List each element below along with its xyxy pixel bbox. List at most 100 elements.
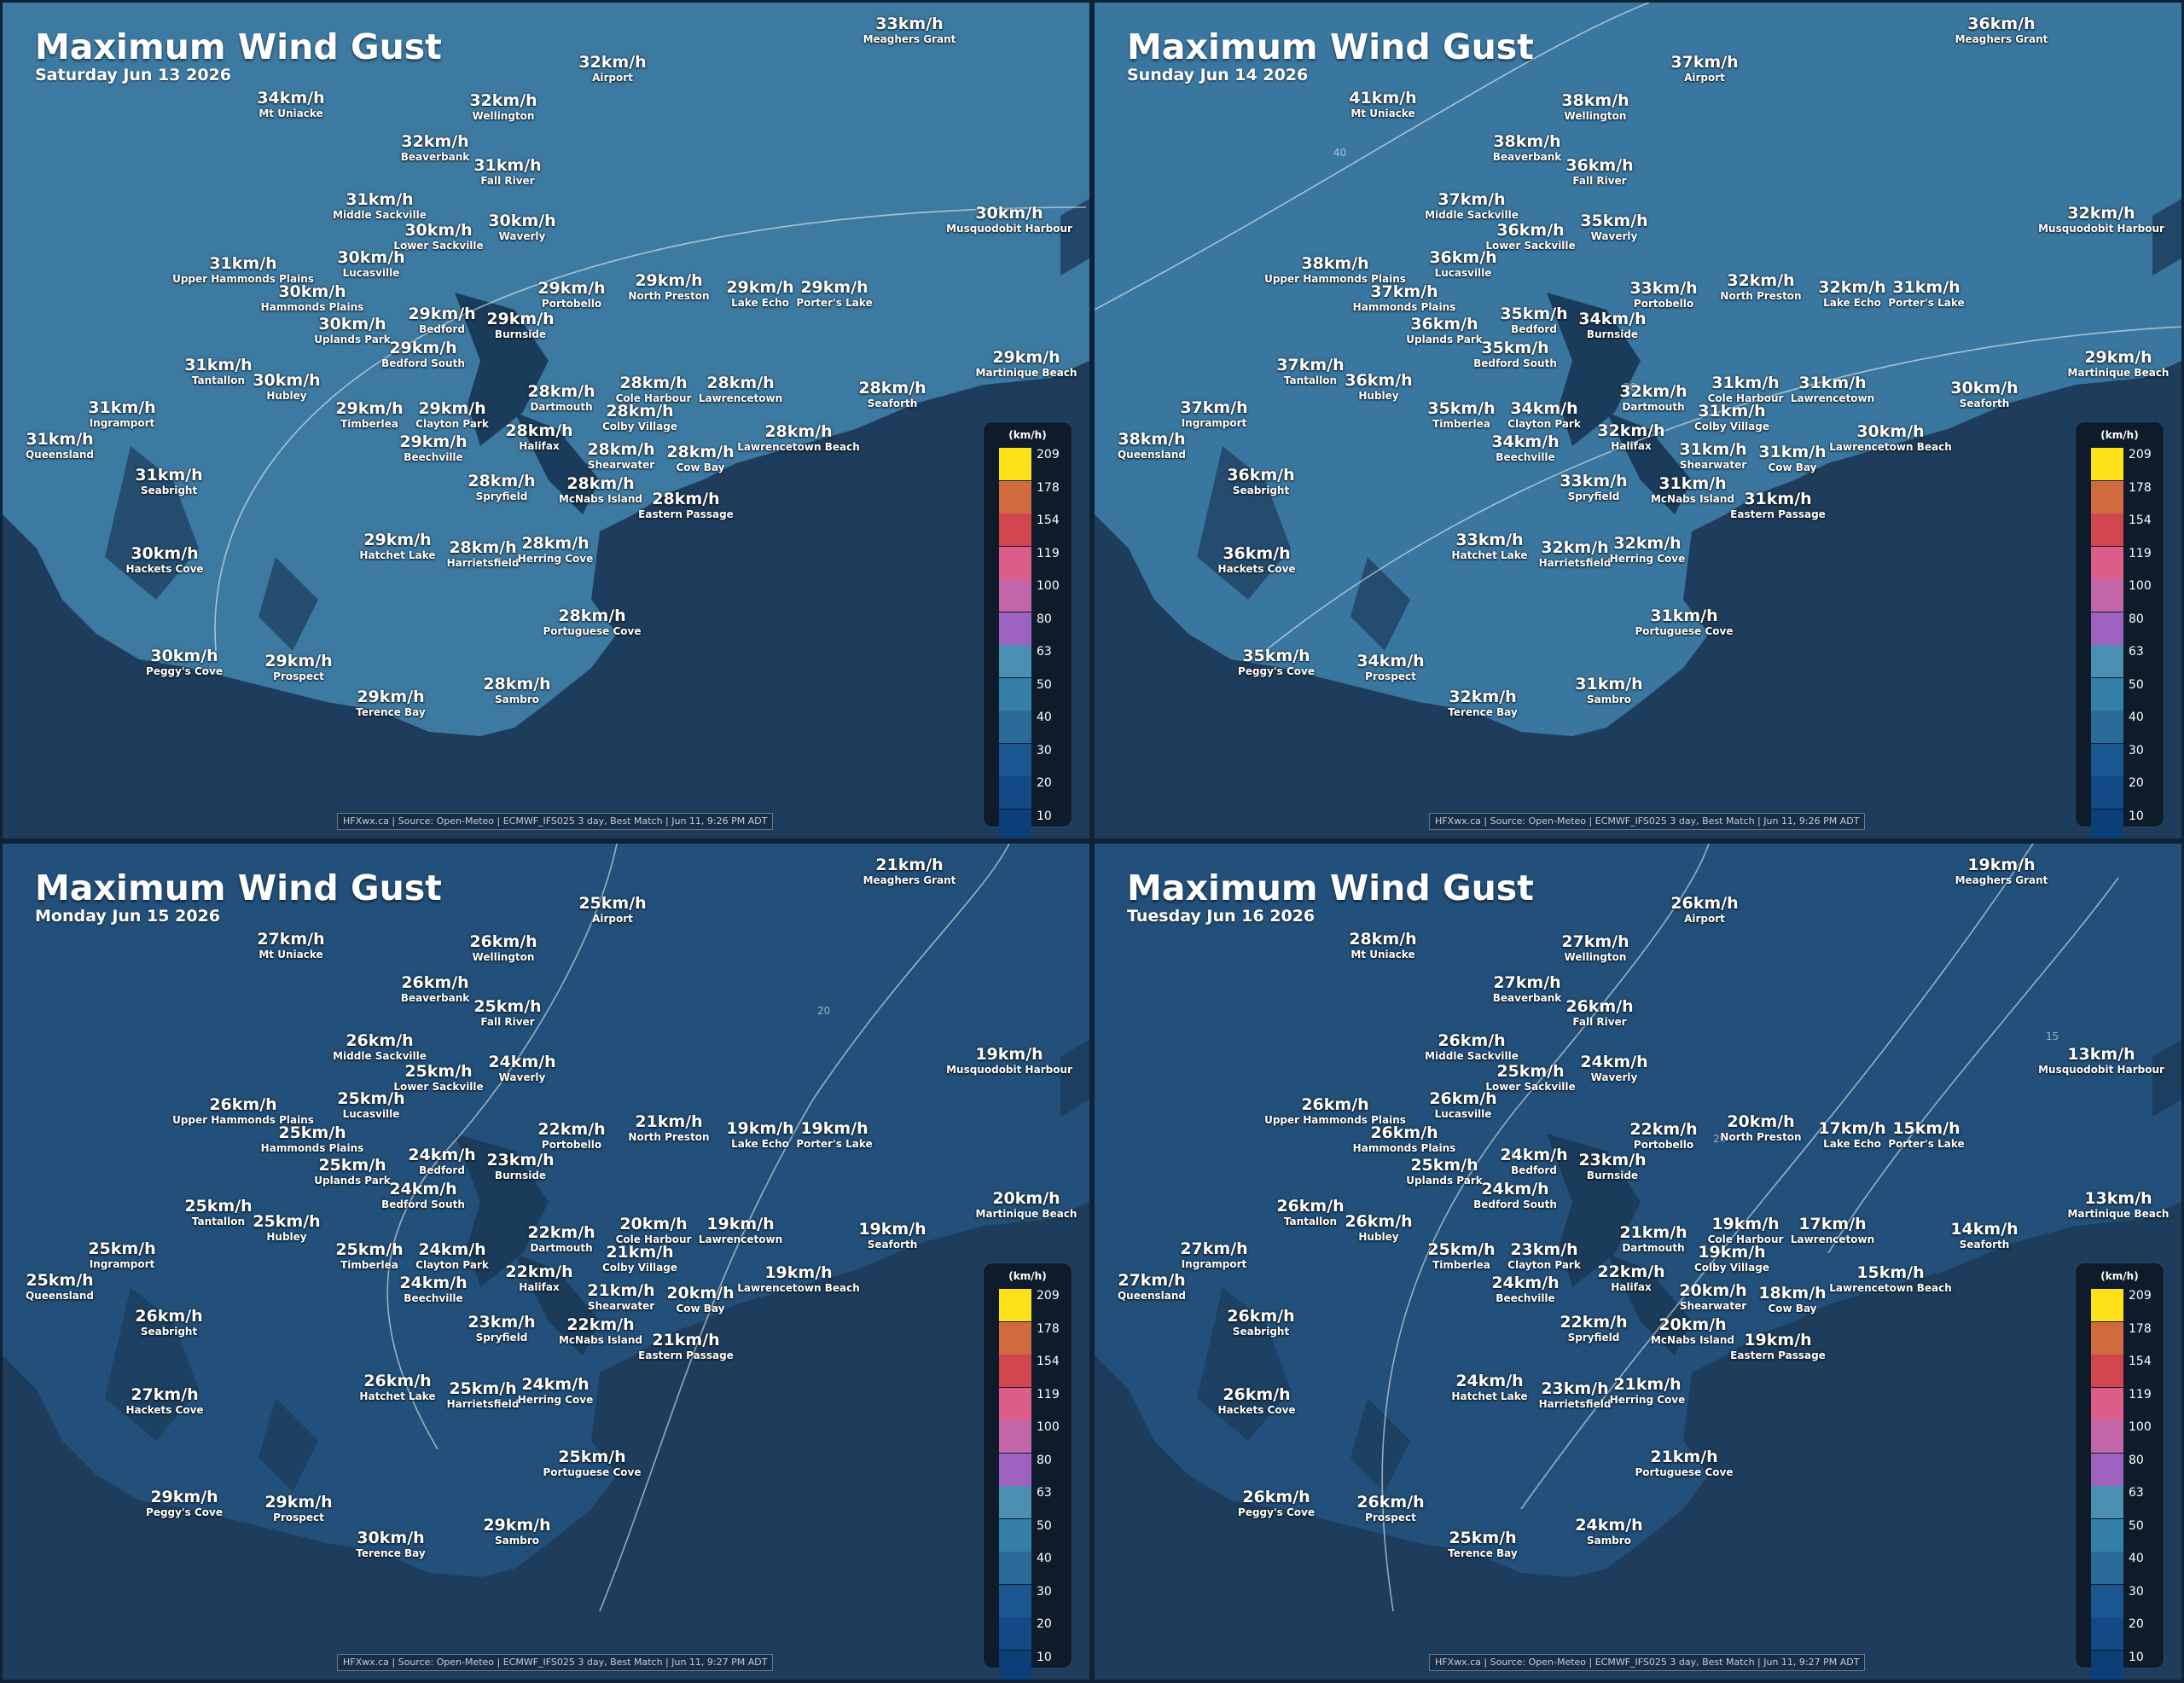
- gust-value: 29km/h: [800, 278, 868, 297]
- gust-value: 29km/h: [483, 1516, 551, 1535]
- location-label: 22km/h Halifax: [1597, 1264, 1664, 1293]
- gust-value: 25km/h: [558, 1448, 626, 1466]
- location-name: Bedford: [1511, 323, 1557, 335]
- location-name: Beechville: [404, 1292, 463, 1304]
- location-name: Uplands Park: [314, 334, 391, 345]
- location-name: Hubley: [1358, 390, 1399, 402]
- location-name: Seaforth: [867, 398, 918, 409]
- gust-value: 34km/h: [1510, 399, 1578, 418]
- location-name: Uplands Park: [1406, 1175, 1483, 1187]
- legend-label: 100: [2129, 1420, 2152, 1434]
- location-label: 29km/h Martinique Beach: [2068, 350, 2169, 379]
- location-name: Halifax: [519, 1281, 560, 1293]
- location-label: 24km/h Beechville: [1491, 1275, 1559, 1304]
- location-label: 25km/h Lower Sackville: [1485, 1064, 1575, 1093]
- gust-value: 25km/h: [449, 1379, 517, 1398]
- location-name: Halifax: [519, 440, 560, 452]
- gust-value: 30km/h: [488, 212, 556, 230]
- legend-label: 80: [2129, 612, 2144, 626]
- gust-value: 29km/h: [408, 305, 476, 323]
- location-name: Lawrencetown Beach: [1829, 441, 1952, 453]
- location-name: Waverly: [498, 1071, 546, 1083]
- gust-value: 36km/h: [1565, 156, 1634, 175]
- location-name: Clayton Park: [1507, 1259, 1581, 1271]
- location-label: 36km/h Seabright: [1227, 467, 1294, 496]
- location-name: Sambro: [1587, 694, 1631, 705]
- legend-swatch: [999, 1453, 1031, 1486]
- gust-value: 26km/h: [469, 932, 537, 951]
- location-label: 29km/h North Preston: [628, 273, 709, 302]
- location-label: 41km/h Mt Uniacke: [1349, 90, 1416, 119]
- location-name: Airport: [592, 913, 633, 925]
- location-label: 19km/h Eastern Passage: [1730, 1332, 1826, 1361]
- contour-lines: 40 30: [1095, 3, 2181, 652]
- legend-swatch: [2091, 480, 2123, 514]
- location-label: 38km/h Upper Hammonds Plains: [1264, 256, 1406, 285]
- contour-line: [1381, 844, 1710, 1612]
- location-label: 29km/h Prospect: [264, 653, 332, 682]
- gust-value: 27km/h: [1118, 1271, 1186, 1290]
- legend-swatch: [2091, 1453, 2123, 1486]
- location-name: Shearwater: [1679, 459, 1747, 471]
- location-name: Mt Uniacke: [1350, 107, 1415, 119]
- gust-value: 29km/h: [418, 399, 486, 418]
- gust-value: 18km/h: [1758, 1284, 1827, 1303]
- location-label: 34km/h Prospect: [1356, 653, 1424, 682]
- location-name: Tantallon: [191, 374, 246, 386]
- location-name: Peggy's Cove: [1238, 1506, 1315, 1518]
- location-name: Lucasville: [1434, 1108, 1492, 1120]
- gust-value: 28km/h: [558, 606, 626, 625]
- gust-value: 19km/h: [1967, 856, 2036, 874]
- location-label: 30km/h Lawrencetown Beach: [1829, 424, 1952, 453]
- legend-swatch: [2091, 612, 2123, 645]
- location-label: 35km/h Waverly: [1580, 213, 1647, 242]
- location-label: 35km/h Peggy's Cove: [1238, 647, 1315, 677]
- location-name: Porter's Lake: [1888, 1138, 1965, 1150]
- legend-swatch: [999, 1321, 1031, 1355]
- forecast-date: Sunday Jun 14 2026: [1127, 66, 1309, 84]
- gust-value: 26km/h: [1345, 1212, 1413, 1231]
- legend-swatch: [2091, 711, 2123, 743]
- legend-label: 178: [2129, 1321, 2152, 1336]
- legend-swatch: [2091, 514, 2123, 546]
- location-name: North Preston: [1720, 290, 1802, 302]
- gust-value: 33km/h: [875, 15, 944, 33]
- gust-value: 35km/h: [1242, 647, 1310, 665]
- gust-value: 25km/h: [335, 1240, 404, 1259]
- gust-value: 15km/h: [1856, 1263, 1925, 1282]
- location-label: 28km/h Cow Bay: [666, 444, 734, 473]
- location-label: 23km/h Spryfield: [468, 1314, 535, 1343]
- gust-value: 32km/h: [578, 53, 647, 72]
- location-label: 30km/h Hackets Cove: [125, 546, 203, 575]
- location-name: Beaverbank: [1492, 151, 1562, 163]
- gust-value: 21km/h: [587, 1281, 655, 1300]
- location-name: Bedford South: [381, 1198, 465, 1210]
- gust-value: 32km/h: [1818, 278, 1886, 297]
- location-label: 29km/h Bedford: [408, 305, 476, 335]
- legend-swatch: [999, 776, 1031, 809]
- gust-value: 19km/h: [1744, 1331, 1812, 1349]
- location-label: 29km/h Bedford South: [381, 340, 465, 369]
- location-name: Clayton Park: [415, 1259, 489, 1271]
- location-name: Wellington: [1564, 951, 1627, 963]
- legend-label: 100: [1037, 1420, 1060, 1434]
- gust-value: 37km/h: [1180, 398, 1248, 417]
- gust-value: 28km/h: [666, 443, 735, 461]
- location-name: Lucasville: [342, 267, 400, 279]
- location-label: 24km/h Herring Cove: [518, 1377, 593, 1406]
- location-name: Bedford South: [1473, 1198, 1557, 1210]
- location-label: 20km/h Cow Bay: [666, 1285, 734, 1314]
- location-name: Eastern Passage: [1730, 1349, 1826, 1361]
- gust-value: 31km/h: [473, 156, 542, 175]
- gust-value: 26km/h: [363, 1372, 432, 1390]
- gust-value: 21km/h: [1613, 1375, 1682, 1394]
- gust-value: 29km/h: [264, 652, 333, 670]
- location-label: 31km/h Sambro: [1575, 676, 1642, 705]
- location-label: 25km/h Airport: [578, 896, 646, 925]
- location-label: 25km/h Uplands Park: [314, 1158, 390, 1187]
- location-name: Hackets Cove: [1217, 563, 1296, 575]
- legend-label: 50: [2129, 1518, 2144, 1533]
- location-name: Seaforth: [1959, 398, 2010, 409]
- location-label: 29km/h Burnside: [486, 311, 554, 340]
- legend-label: 20: [1037, 1617, 1052, 1631]
